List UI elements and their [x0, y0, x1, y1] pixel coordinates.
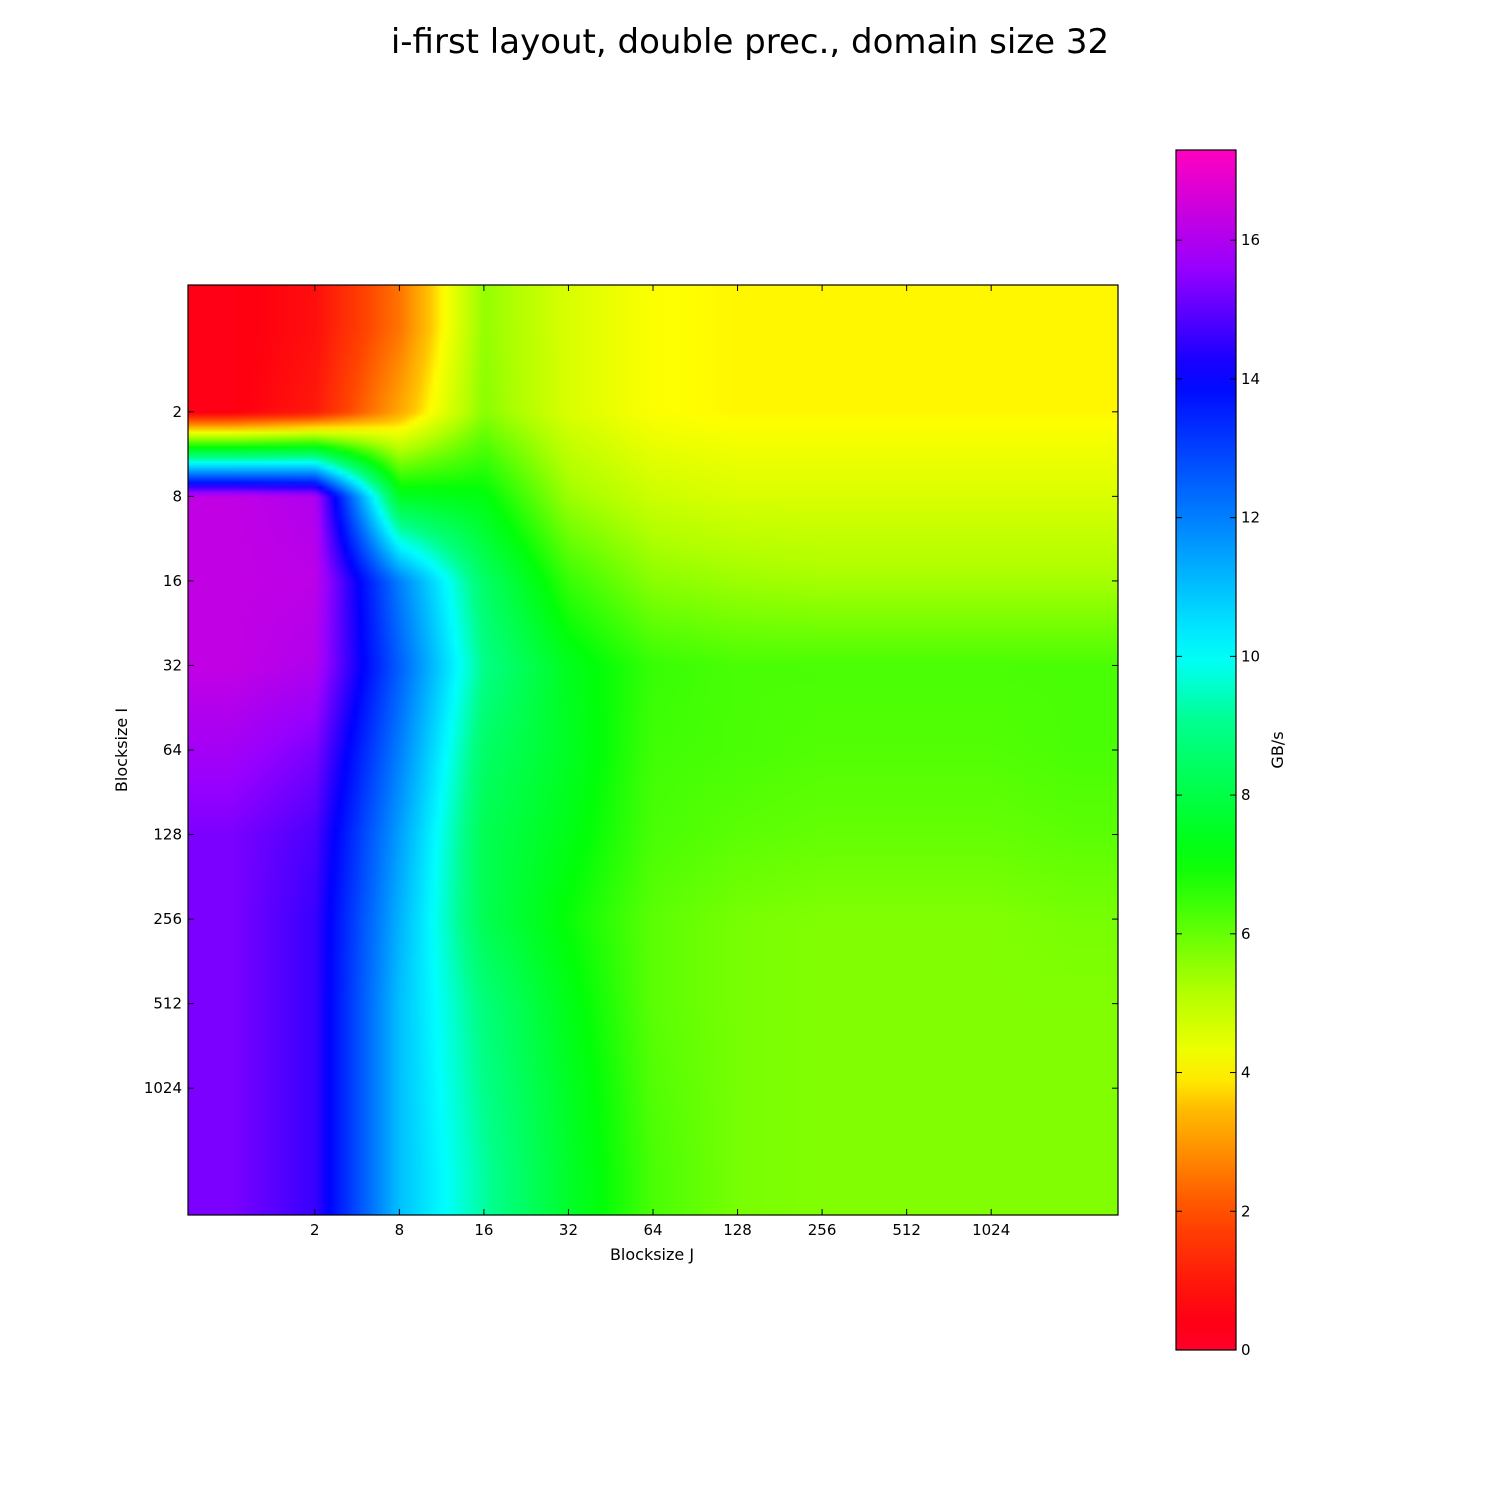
y-tick-label: 128: [153, 826, 182, 844]
colorbar-tick-label: 12: [1241, 509, 1260, 527]
colorbar-label: GB/s: [1268, 731, 1287, 768]
colorbar-tick-label: 8: [1241, 786, 1251, 804]
y-tick-label: 256: [153, 910, 182, 928]
colorbar-tick-label: 10: [1241, 647, 1260, 665]
y-tick-label: 8: [172, 487, 182, 505]
colorbar-tick-label: 0: [1241, 1341, 1251, 1359]
x-tick-label: 1024: [972, 1221, 1010, 1239]
colorbar-tick-label: 2: [1241, 1202, 1251, 1220]
heatmap-layer: [187, 284, 1119, 1216]
heatmap-image: [188, 285, 1118, 1215]
y-axis-label: Blocksize I: [112, 708, 131, 792]
y-tick-label: 32: [163, 656, 182, 674]
x-tick-label: 64: [643, 1221, 662, 1239]
y-tick-label: 1024: [144, 1079, 182, 1097]
y-tick-label: 64: [163, 741, 182, 759]
y-tick-label: 512: [153, 995, 182, 1013]
x-tick-label: 2: [310, 1221, 320, 1239]
x-tick-label: 32: [559, 1221, 578, 1239]
x-axis-ticks: 2 8 16 32 64 128 256 512 1024: [310, 285, 1010, 1239]
colorbar-tick-label: 4: [1241, 1064, 1251, 1082]
y-tick-label: 2: [172, 403, 182, 421]
colorbar-tick-label: 14: [1241, 370, 1260, 388]
x-tick-label: 512: [892, 1221, 921, 1239]
x-tick-label: 128: [723, 1221, 752, 1239]
colorbar: 0 2 4 6 8 10 12 14 16: [1175, 149, 1260, 1359]
colorbar-tick-label: 16: [1241, 231, 1260, 249]
x-tick-label: 256: [808, 1221, 837, 1239]
x-tick-label: 16: [474, 1221, 493, 1239]
x-axis-label: Blocksize J: [610, 1245, 694, 1264]
y-tick-label: 16: [163, 572, 182, 590]
colorbar-tick-label: 6: [1241, 925, 1251, 943]
x-tick-label: 8: [395, 1221, 405, 1239]
colorbar-gradient: [1175, 149, 1237, 1351]
chart-title: i-first layout, double prec., domain siz…: [390, 22, 1110, 62]
y-axis-ticks: 2 8 16 32 64 128 256 512 1024: [144, 403, 1118, 1097]
